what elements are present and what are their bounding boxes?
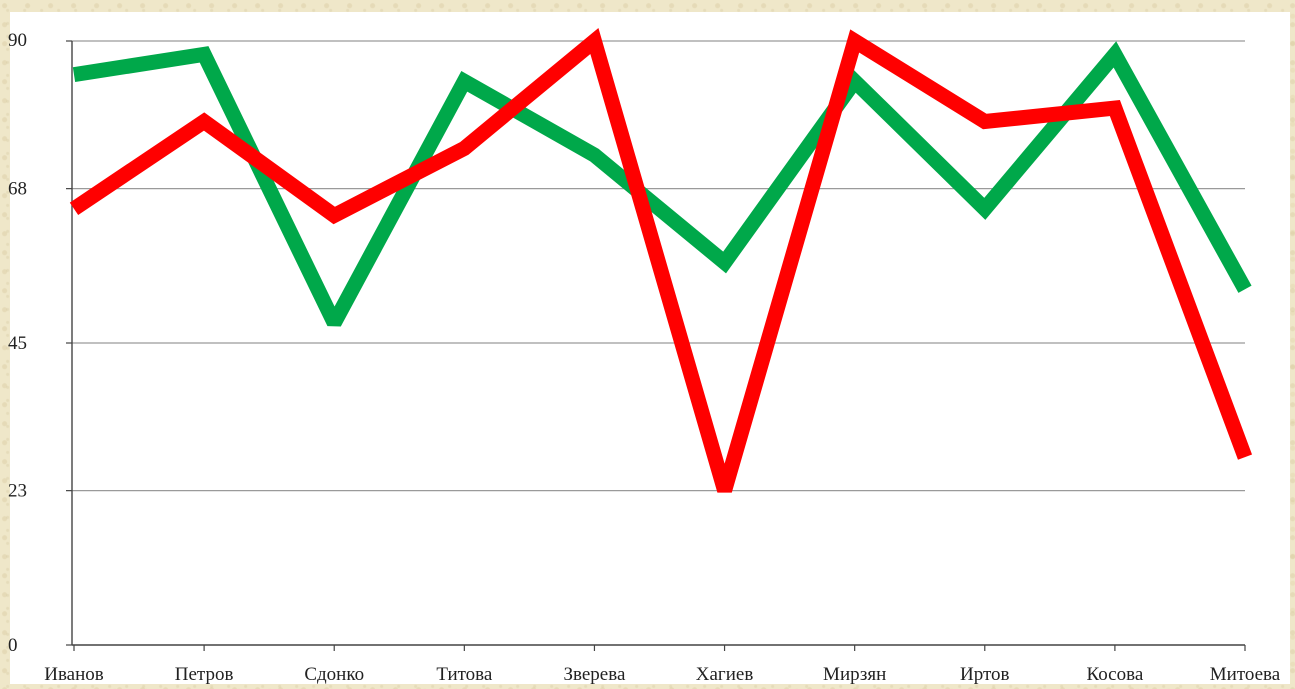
plot-background bbox=[10, 12, 1290, 684]
axes bbox=[66, 40, 1246, 651]
y-tick-label: 0 bbox=[8, 635, 18, 656]
x-tick-label: Косова bbox=[1086, 664, 1143, 685]
series-lines bbox=[69, 27, 1253, 493]
y-tick-labels: 0 23 45 68 90 bbox=[8, 30, 27, 656]
x-tick-label: Иванов bbox=[44, 664, 104, 685]
y-tick-label: 45 bbox=[8, 333, 27, 354]
y-tick-label: 23 bbox=[8, 481, 27, 502]
x-tick-label: Хагиев bbox=[696, 664, 754, 685]
x-tick-label: Митоева bbox=[1210, 664, 1281, 685]
y-tick-label: 90 bbox=[8, 30, 27, 51]
series-line-2 bbox=[69, 27, 1253, 493]
x-tick-label: Зверева bbox=[563, 664, 625, 685]
x-tick-labels: Иванов Петров Сдонко Титова Зверева Хагиев Мир… bbox=[44, 664, 1281, 685]
x-tick-label: Мирзян bbox=[823, 664, 886, 685]
x-tick-label: Титова bbox=[436, 664, 493, 685]
x-tick-label: Сдонко bbox=[304, 664, 364, 685]
x-tick-label: Иртов bbox=[960, 664, 1010, 685]
series-line-1 bbox=[72, 41, 1252, 327]
y-tick-label: 68 bbox=[8, 179, 27, 200]
x-tick-label: Петров bbox=[175, 664, 234, 685]
